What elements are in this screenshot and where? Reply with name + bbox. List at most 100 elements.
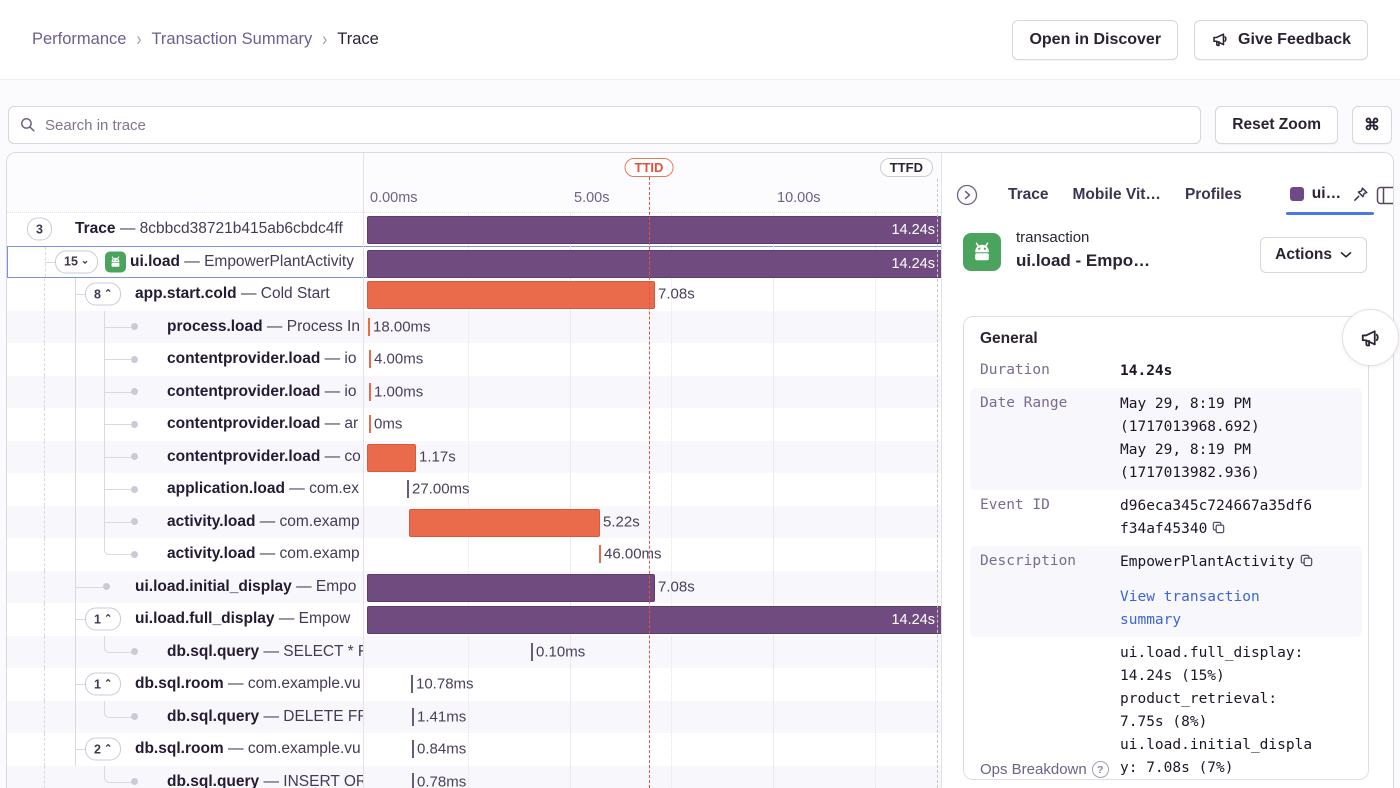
- tree-row[interactable]: contentprovider.load — co: [7, 441, 363, 474]
- view-transaction-summary-link[interactable]: View transaction: [1120, 586, 1352, 609]
- feedback-fab-button[interactable]: [1342, 309, 1399, 366]
- span-duration-bar[interactable]: [367, 444, 416, 472]
- tree-connector-corner: [104, 636, 132, 653]
- tab-ui-load-active[interactable]: ui…: [1312, 185, 1341, 203]
- timeline-row[interactable]: 5.22s: [364, 506, 941, 539]
- tree-connector-dot: [131, 551, 138, 558]
- view-transaction-summary-link[interactable]: summary: [1120, 609, 1352, 632]
- span-duration-bar[interactable]: [409, 509, 600, 537]
- tree-connector-dot: [131, 486, 138, 493]
- span-duration-tick[interactable]: [599, 545, 601, 563]
- pin-tab-button[interactable]: [1349, 183, 1372, 206]
- ttid-badge[interactable]: TTID: [625, 158, 674, 177]
- keyboard-shortcut-button[interactable]: ⌘: [1352, 106, 1392, 144]
- timeline-row[interactable]: 1.17s: [364, 441, 941, 474]
- span-duration-tick[interactable]: [412, 773, 414, 788]
- layout-left-panel-button[interactable]: [1372, 182, 1393, 209]
- timeline-row[interactable]: 46.00ms: [364, 538, 941, 571]
- timeline-row[interactable]: 14.24s: [364, 213, 941, 246]
- span-duration-bar[interactable]: 14.24s: [367, 250, 942, 278]
- span-label: contentprovider.load — co: [167, 448, 361, 466]
- actions-dropdown-button[interactable]: Actions: [1260, 237, 1367, 273]
- timeline-row[interactable]: 18.00ms: [364, 311, 941, 344]
- copy-icon[interactable]: [1299, 553, 1314, 568]
- copy-icon[interactable]: [1211, 520, 1226, 535]
- span-children-count-pill[interactable]: 2⌃: [85, 738, 121, 761]
- tree-row[interactable]: ui.load.initial_display — Empo: [7, 571, 363, 604]
- span-duration-tick[interactable]: [369, 383, 371, 401]
- span-duration-tick[interactable]: [368, 318, 370, 336]
- collapse-panel-button[interactable]: [950, 178, 984, 212]
- span-duration-label: 4.00ms: [374, 351, 423, 368]
- span-duration-tick[interactable]: [412, 740, 414, 758]
- tab-profiles[interactable]: Profiles: [1185, 186, 1242, 204]
- span-children-count-pill[interactable]: 3: [27, 218, 52, 241]
- span-duration-tick[interactable]: [531, 643, 533, 661]
- tab-trace[interactable]: Trace: [1008, 186, 1049, 204]
- reset-zoom-button[interactable]: Reset Zoom: [1215, 106, 1338, 144]
- tree-row[interactable]: 1⌃ui.load.full_display — Empow: [7, 603, 363, 636]
- span-duration-label: 14.24s: [891, 612, 935, 628]
- span-duration-tick[interactable]: [412, 708, 414, 726]
- tree-row[interactable]: 8⌃app.start.cold — Cold Start: [7, 278, 363, 311]
- span-description: — Empo: [292, 578, 357, 595]
- timeline-row[interactable]: 14.24s: [364, 246, 941, 279]
- breadcrumb-transaction-summary[interactable]: Transaction Summary: [151, 30, 312, 49]
- timeline-row[interactable]: 1.41ms: [364, 701, 941, 734]
- span-duration-bar[interactable]: 14.24s: [367, 216, 942, 244]
- breadcrumb-performance[interactable]: Performance: [32, 30, 126, 49]
- help-icon[interactable]: ?: [1092, 761, 1109, 778]
- tree-row[interactable]: contentprovider.load — io: [7, 343, 363, 376]
- span-description: — com.examp: [255, 513, 359, 530]
- span-description: — Process In: [263, 318, 360, 335]
- tree-row[interactable]: 15⌄ui.load — EmpowerPlantActivity: [7, 246, 363, 279]
- span-label: db.sql.query — SELECT * F: [167, 643, 363, 661]
- tree-row[interactable]: activity.load — com.examp: [7, 506, 363, 539]
- timeline-row[interactable]: 27.00ms: [364, 473, 941, 506]
- span-duration-tick[interactable]: [407, 480, 409, 498]
- tree-row[interactable]: contentprovider.load — io: [7, 376, 363, 409]
- tree-row[interactable]: db.sql.query — INSERT OR: [7, 766, 363, 788]
- tree-indent-guide: [44, 311, 45, 344]
- timeline-row[interactable]: 1.00ms: [364, 376, 941, 409]
- span-duration-tick[interactable]: [369, 350, 371, 368]
- tree-row[interactable]: activity.load — com.examp: [7, 538, 363, 571]
- span-duration-bar[interactable]: [367, 281, 655, 309]
- timeline-row[interactable]: 7.08s: [364, 571, 941, 604]
- timeline-row[interactable]: 10.78ms: [364, 668, 941, 701]
- tree-row[interactable]: contentprovider.load — ar: [7, 408, 363, 441]
- open-in-discover-button[interactable]: Open in Discover: [1012, 20, 1178, 60]
- span-duration-tick[interactable]: [369, 415, 371, 433]
- timeline-row[interactable]: 7.08s: [364, 278, 941, 311]
- span-children-count-pill[interactable]: 8⌃: [85, 283, 121, 306]
- span-children-count-pill[interactable]: 1⌃: [85, 673, 121, 696]
- span-duration-tick[interactable]: [411, 675, 413, 693]
- tree-row[interactable]: db.sql.query — DELETE FR: [7, 701, 363, 734]
- android-icon: [963, 233, 1001, 271]
- timeline-row[interactable]: 4.00ms: [364, 343, 941, 376]
- timeline-row[interactable]: 0.10ms: [364, 636, 941, 669]
- give-feedback-button[interactable]: Give Feedback: [1194, 20, 1368, 60]
- tree-row[interactable]: db.sql.query — SELECT * F: [7, 636, 363, 669]
- span-duration-label: 14.24s: [891, 222, 935, 238]
- timeline-row[interactable]: 0.84ms: [364, 733, 941, 766]
- span-children-count-pill[interactable]: 1⌃: [85, 608, 121, 631]
- tree-row[interactable]: application.load — com.ex: [7, 473, 363, 506]
- general-section-title: General: [964, 317, 1368, 355]
- span-duration-bar[interactable]: [367, 574, 655, 602]
- span-tree-header: [7, 153, 363, 213]
- tab-mobile-vitals[interactable]: Mobile Vit…: [1073, 186, 1161, 204]
- span-description: — co: [320, 448, 360, 465]
- tree-row[interactable]: 1⌃db.sql.room — com.example.vu: [7, 668, 363, 701]
- span-children-count-pill[interactable]: 15⌄: [55, 250, 98, 273]
- timeline-row[interactable]: 0ms: [364, 408, 941, 441]
- ttfd-badge[interactable]: TTFD: [880, 158, 933, 177]
- tree-row[interactable]: 2⌃db.sql.room — com.example.vu: [7, 733, 363, 766]
- tree-row[interactable]: process.load — Process In: [7, 311, 363, 344]
- timeline-row[interactable]: 0.78ms: [364, 766, 941, 788]
- span-duration-bar[interactable]: 14.24s: [367, 606, 942, 634]
- timeline-row[interactable]: 14.24s: [364, 603, 941, 636]
- search-input[interactable]: [8, 106, 1201, 144]
